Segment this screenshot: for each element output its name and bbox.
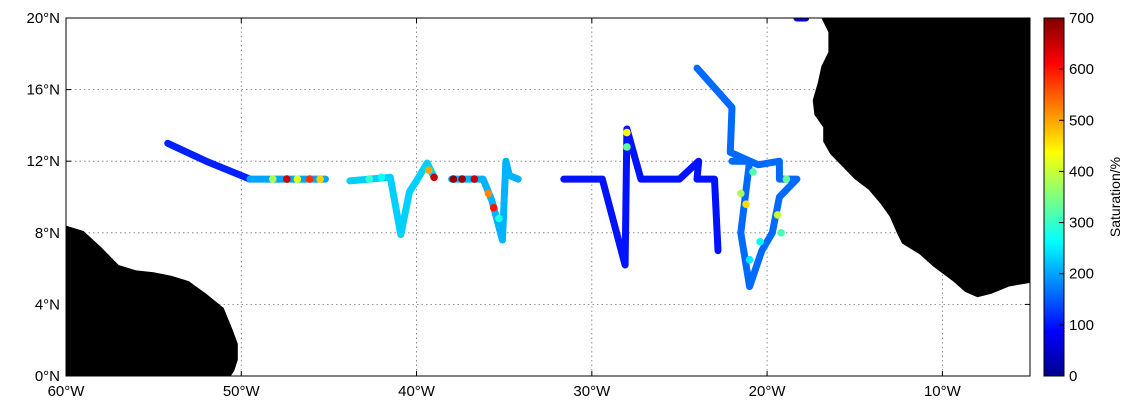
longitude-axis: 60°W 50°W 40°W 30°W 20°W 10°W bbox=[48, 18, 962, 400]
colorbar-tick-label: 500 bbox=[1069, 112, 1094, 129]
colorbar: 0 100 200 300 400 500 600 700 Saturation/% bbox=[1043, 10, 1123, 385]
lon-tick-label: 40°W bbox=[398, 383, 436, 400]
track-5 bbox=[693, 64, 801, 290]
track-segment bbox=[560, 125, 722, 269]
saturation-point bbox=[745, 255, 754, 264]
land-layer bbox=[66, 18, 1030, 376]
colorbar-tick-label: 400 bbox=[1069, 163, 1094, 180]
map-panel: 0°N 4°N 8°N 12°N 16°N 20°N 60°W 50°W 40°W 30°W 20… bbox=[26, 10, 1031, 400]
colorbar-tick-label: 200 bbox=[1069, 266, 1094, 283]
saturation-point bbox=[782, 175, 791, 183]
track-segment bbox=[693, 64, 801, 290]
africa-land bbox=[812, 18, 1030, 298]
lon-tick-label: 60°W bbox=[48, 383, 86, 400]
saturation-point bbox=[756, 237, 764, 246]
colorbar-ticks: 0 100 200 300 400 500 600 700 bbox=[1059, 10, 1094, 385]
saturation-point bbox=[737, 189, 745, 198]
saturation-point bbox=[495, 214, 503, 223]
colorbar-title: Saturation/% bbox=[1107, 157, 1123, 237]
track-2 bbox=[346, 159, 438, 239]
saturation-point bbox=[430, 173, 438, 182]
lat-tick-label: 4°N bbox=[35, 296, 60, 313]
saturation-point bbox=[773, 211, 782, 219]
lon-tick-label: 30°W bbox=[573, 383, 611, 400]
ship-tracks bbox=[164, 18, 810, 290]
track-segment bbox=[346, 159, 438, 239]
lon-tick-label: 20°W bbox=[749, 383, 787, 400]
track-segment bbox=[164, 139, 254, 183]
lat-tick-label: 12°N bbox=[26, 153, 60, 170]
lat-tick-label: 0°N bbox=[35, 368, 60, 385]
saturation-point bbox=[623, 143, 631, 151]
track-segment bbox=[448, 157, 522, 244]
saturation-point bbox=[316, 175, 324, 183]
lat-tick-label: 20°N bbox=[26, 10, 60, 27]
colorbar-tick-label: 300 bbox=[1069, 215, 1094, 232]
saturation-point bbox=[269, 175, 277, 183]
saturation-point bbox=[458, 175, 466, 183]
saturation-point bbox=[377, 173, 386, 182]
colorbar-tick-label: 700 bbox=[1069, 10, 1094, 27]
saturation-point bbox=[484, 189, 493, 198]
saturation-point bbox=[777, 229, 785, 237]
colorbar-tick-label: 100 bbox=[1069, 317, 1094, 334]
colorbar-gradient bbox=[1043, 17, 1065, 377]
lon-tick-label: 50°W bbox=[223, 383, 261, 400]
lat-tick-label: 8°N bbox=[35, 225, 60, 242]
saturation-point bbox=[305, 175, 314, 183]
track-4 bbox=[560, 125, 722, 269]
saturation-point bbox=[293, 175, 302, 183]
south-america-land bbox=[66, 225, 238, 376]
lon-tick-label: 10°W bbox=[924, 383, 962, 400]
colorbar-tick-label: 0 bbox=[1069, 368, 1077, 385]
saturation-point bbox=[283, 175, 291, 183]
saturation-point bbox=[489, 203, 498, 212]
saturation-point bbox=[742, 200, 750, 208]
saturation-point bbox=[749, 168, 757, 176]
saturation-point bbox=[365, 175, 374, 183]
lat-tick-label: 16°N bbox=[26, 82, 60, 99]
colorbar-tick-label: 600 bbox=[1069, 61, 1094, 78]
saturation-point bbox=[449, 175, 458, 183]
map-frame bbox=[65, 17, 1031, 377]
saturation-point bbox=[623, 128, 631, 137]
graticule bbox=[66, 18, 1030, 376]
latitude-axis: 0°N 4°N 8°N 12°N 16°N 20°N bbox=[26, 10, 1030, 385]
track-3 bbox=[448, 157, 522, 244]
saturation-point bbox=[470, 175, 479, 183]
saturation-point bbox=[425, 166, 433, 174]
